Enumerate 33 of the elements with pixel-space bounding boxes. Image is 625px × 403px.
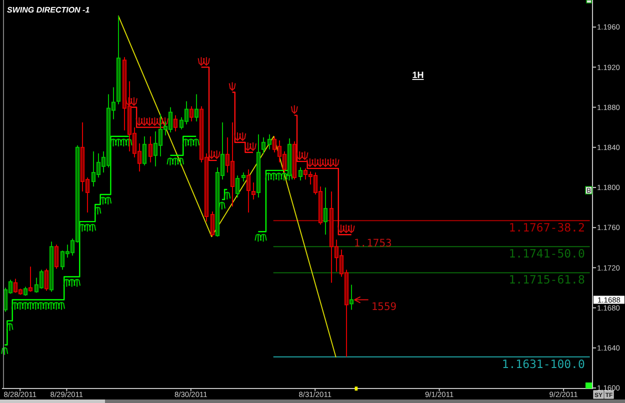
candlestick bbox=[256, 134, 261, 198]
annotation: 1H bbox=[412, 70, 424, 80]
text: SWING DIRECTION -1 bbox=[7, 6, 90, 14]
candlestick bbox=[292, 140, 297, 180]
candlestick bbox=[23, 286, 28, 296]
candlestick bbox=[54, 244, 59, 270]
candlestick bbox=[210, 211, 215, 238]
candlestick bbox=[246, 168, 251, 214]
candlestick bbox=[287, 138, 292, 178]
series-label: 1.1741-50.0 bbox=[508, 246, 585, 261]
candlestick bbox=[49, 241, 54, 292]
series-label: 1.1715-61.8 bbox=[508, 272, 585, 287]
annotation: 1559 bbox=[371, 300, 397, 313]
candlestick bbox=[241, 172, 246, 182]
candlestick bbox=[298, 166, 303, 181]
candlestick bbox=[173, 114, 178, 132]
candlestick bbox=[194, 94, 199, 122]
candlestick bbox=[323, 186, 328, 236]
series-label: 1.1631-100.0 bbox=[502, 356, 585, 371]
candlestick bbox=[349, 284, 354, 310]
candlestick bbox=[189, 106, 194, 122]
line-series bbox=[118, 16, 336, 358]
candlestick bbox=[235, 174, 240, 198]
candlestick bbox=[142, 136, 147, 166]
candlestick bbox=[261, 136, 266, 154]
candlestick bbox=[28, 266, 33, 292]
candlestick bbox=[267, 134, 272, 150]
candlestick bbox=[251, 182, 256, 200]
series-label: 1.1767-38.2 bbox=[508, 220, 585, 235]
candlestick bbox=[148, 136, 153, 163]
annotation: 1.1753 bbox=[354, 238, 392, 250]
candlestick bbox=[44, 268, 49, 292]
candlestick bbox=[116, 16, 121, 105]
